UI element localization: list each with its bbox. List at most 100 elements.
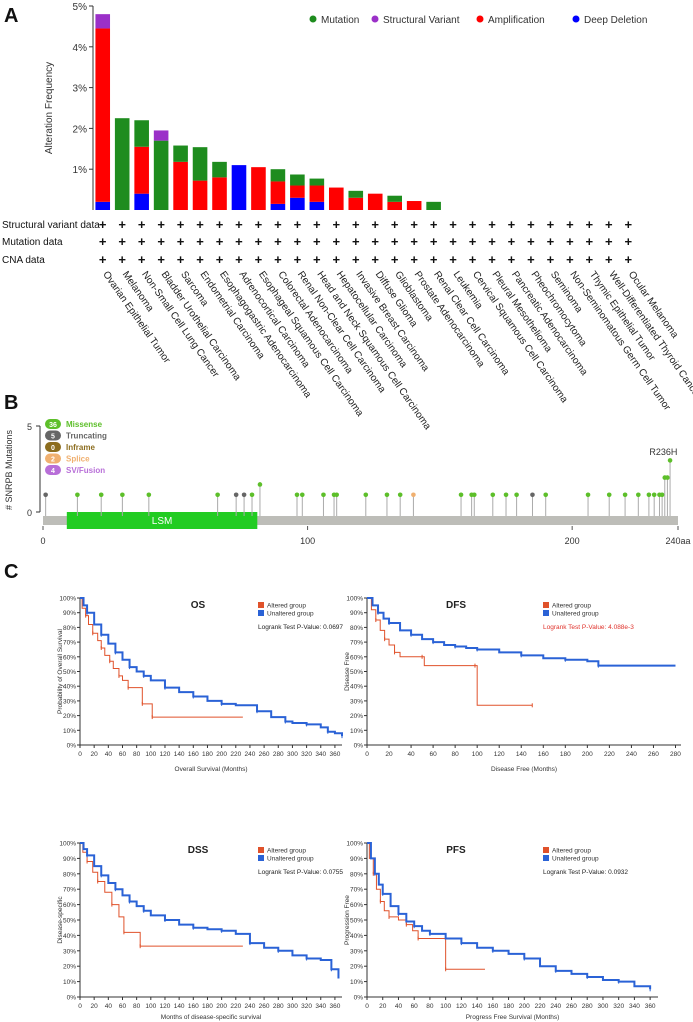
legend-label: Altered group	[552, 848, 591, 855]
legend-label: Unaltered group	[267, 611, 314, 618]
legend-label: Structural Variant	[383, 15, 460, 26]
x-tick-label: 240	[245, 1003, 256, 1010]
y-tick-label: 10%	[350, 728, 363, 735]
x-tick-label: 0	[40, 536, 45, 546]
km-plot-dss: 0% 10% 20% 30% 40% 50% 60% 70% 80% 90% 100% 0 20 40 60…	[57, 841, 343, 1022]
legend-label: Deep Deletion	[584, 15, 647, 26]
x-tick-label: 260	[648, 751, 659, 758]
y-tick-label: 5%	[73, 2, 88, 13]
y-axis-label: Progression Free	[344, 895, 351, 945]
lollipop-head	[215, 492, 220, 498]
x-tick-label: 240aa	[665, 536, 690, 546]
y-tick-label: 1%	[73, 165, 88, 176]
x-tick-label: 280	[273, 751, 284, 758]
legend-badge	[45, 465, 61, 475]
profile-marker: +	[99, 252, 107, 267]
legend-badge	[45, 430, 61, 441]
y-tick-label: 70%	[350, 640, 363, 647]
x-tick-label: 60	[411, 1003, 419, 1010]
profile-marker: +	[624, 252, 632, 267]
x-tick-label: 20	[91, 1003, 99, 1010]
profile-marker: +	[410, 234, 418, 249]
x-tick-label: 200	[216, 1003, 227, 1010]
profile-marker: +	[196, 217, 204, 232]
lollipop-head	[146, 492, 152, 498]
y-tick-label: 90%	[350, 856, 363, 863]
profile-marker: +	[216, 252, 224, 267]
logrank-pvalue: Logrank Test P-Value: 0.0755	[258, 869, 343, 876]
y-tick-label: 60%	[63, 902, 76, 909]
profile-marker: +	[508, 217, 516, 232]
x-tick-label: 60	[119, 1003, 127, 1010]
y-tick-label: 30%	[63, 948, 76, 955]
y-tick-label: 10%	[63, 728, 76, 735]
y-axis-label: Disease-specific	[57, 896, 64, 944]
y-tick-label: 4%	[73, 43, 88, 54]
lollipop-head	[490, 492, 496, 498]
km-plot-pfs: 0% 10% 20% 30% 40% 50% 60% 70% 80% 90% 100% 0 20 40 60…	[344, 841, 658, 1021]
y-tick-label: 0%	[67, 995, 77, 1002]
profile-marker: +	[157, 234, 165, 249]
chart-title: PFS	[446, 845, 466, 856]
bar-segment	[348, 190, 364, 198]
profile-marker: +	[469, 234, 477, 249]
lollipop-head	[241, 492, 247, 498]
y-tick-label: 80%	[63, 625, 76, 632]
bar-segment	[95, 14, 111, 29]
x-tick-label: 240	[626, 751, 637, 758]
lollipop-head	[334, 492, 339, 498]
y-tick-label: 0	[27, 508, 32, 518]
survival-curve	[367, 842, 652, 990]
bar-segment	[95, 201, 111, 210]
profile-marker: +	[118, 252, 126, 267]
x-tick-label: 200	[216, 751, 227, 758]
lollipop-head	[503, 492, 509, 498]
y-tick-label: 30%	[63, 698, 76, 705]
x-tick-label: 60	[429, 751, 437, 758]
legend-count: 4	[51, 468, 55, 475]
x-tick-label: 260	[566, 1003, 577, 1010]
lollipop-head	[397, 492, 403, 498]
legend-label: Unaltered group	[552, 611, 599, 618]
legend-label: Inframe	[66, 443, 95, 452]
legend-marker	[476, 15, 484, 23]
profile-marker: +	[274, 252, 282, 267]
y-tick-label: 70%	[350, 887, 363, 894]
lollipop-head	[667, 458, 673, 463]
y-tick-label: 2%	[73, 124, 88, 135]
x-tick-label: 160	[487, 1003, 498, 1010]
survival-curve	[367, 597, 676, 667]
lollipop-head	[530, 492, 535, 498]
lollipop-head	[606, 492, 612, 498]
y-tick-label: 40%	[63, 684, 76, 691]
y-tick-label: 90%	[63, 856, 76, 863]
x-axis-label: Disease Free (Months)	[491, 766, 557, 773]
profile-marker: +	[177, 217, 185, 232]
x-tick-label: 300	[287, 1003, 298, 1010]
x-tick-label: 100	[300, 536, 315, 546]
x-axis-label: Overall Survival (Months)	[175, 766, 248, 773]
bar-segment	[192, 147, 208, 181]
survival-curve	[80, 597, 243, 718]
y-tick-label: 0%	[354, 995, 364, 1002]
y-tick-label: 30%	[350, 698, 363, 705]
bar-segment	[173, 145, 188, 162]
legend-marker	[309, 15, 317, 23]
bar-segment	[134, 120, 149, 147]
y-tick-label: 60%	[350, 654, 363, 661]
x-tick-label: 220	[230, 751, 241, 758]
x-tick-label: 180	[560, 751, 571, 758]
lollipop-head	[665, 475, 670, 480]
lollipop-head	[249, 492, 255, 498]
x-tick-label: 80	[133, 751, 141, 758]
bar-segment	[387, 195, 402, 202]
x-tick-label: 0	[78, 1003, 82, 1010]
x-tick-label: 20	[379, 1003, 387, 1010]
bar-segment	[212, 161, 227, 178]
bar-segment	[426, 201, 441, 210]
x-tick-label: 180	[503, 1003, 514, 1010]
profile-marker: +	[333, 234, 341, 249]
survival-curve	[80, 842, 340, 979]
bar-segment	[114, 118, 130, 210]
legend-label: Unaltered group	[552, 856, 599, 863]
